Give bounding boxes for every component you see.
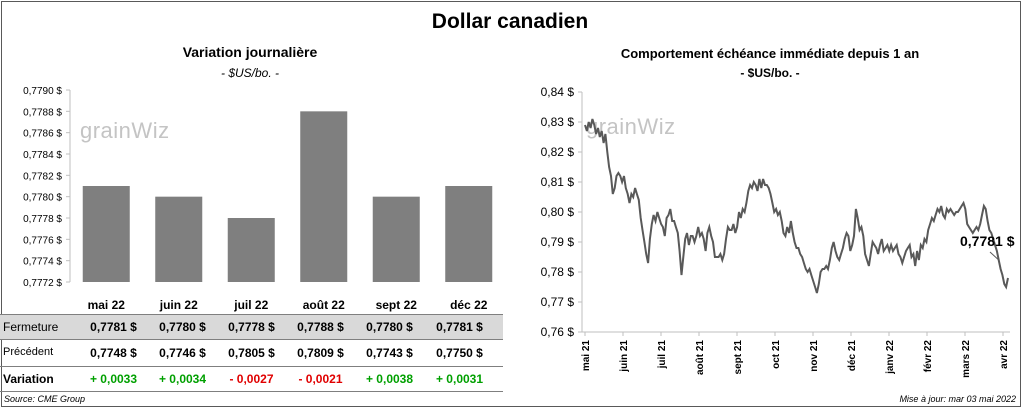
- cell-fermeture-3: 0,7788 $: [297, 320, 344, 334]
- right-x-tick-label: oct 21: [771, 340, 782, 369]
- cell-fermeture-2: 0,7778 $: [228, 320, 275, 334]
- cell-precedent-1: 0,7746 $: [159, 346, 206, 360]
- right-y-tick-label: 0,76 $: [541, 325, 575, 339]
- left-watermark-logo: grainWiz: [80, 118, 170, 143]
- right-y-tick-label: 0,84 $: [541, 85, 575, 99]
- footer-updated: Mise à jour: mar 03 mai 2022: [899, 394, 1016, 404]
- bar-category-label: juin 22: [159, 298, 198, 312]
- right-x-tick-label: déc 21: [847, 340, 858, 372]
- left-chart-title: Variation journalière: [182, 44, 318, 60]
- bar-category-label: mai 22: [88, 298, 126, 312]
- right-line-chart: 0,76 $ 0,77 $ 0,78 $ 0,79 $ 0,80 $ 0,81 $ 0,82…: [541, 85, 1010, 378]
- cell-precedent-3: 0,7809 $: [297, 346, 344, 360]
- right-y-tick-label: 0,82 $: [541, 145, 575, 159]
- right-y-tick-label: 0,80 $: [541, 205, 575, 219]
- right-y-tick-label: 0,78 $: [541, 265, 575, 279]
- left-y-tick-label: 0,7780 $: [23, 193, 62, 204]
- last-value-label: 0,7781 $: [960, 233, 1015, 249]
- bar-category-label: sept 22: [376, 298, 418, 312]
- page-title: Dollar canadien: [431, 10, 589, 33]
- cell-fermeture-4: 0,7780 $: [366, 320, 413, 334]
- left-y-tick-label: 0,7790 $: [23, 86, 62, 97]
- bar: [372, 196, 420, 282]
- bar: [82, 186, 130, 282]
- bar: [300, 111, 348, 282]
- right-chart-title: Comportement échéance immédiate depuis 1…: [620, 46, 920, 61]
- cell-variation-2: - 0,0027: [229, 372, 274, 386]
- right-x-tick-label: sept 21: [733, 340, 744, 375]
- right-x-tick-label: mai 21: [581, 340, 592, 372]
- cell-variation-1: + 0,0034: [158, 372, 207, 386]
- right-x-tick-label: févr 22: [923, 340, 934, 373]
- cell-fermeture-0: 0,7781 $: [90, 320, 137, 334]
- last-value-leader: [989, 251, 1000, 261]
- price-line: [584, 118, 1009, 294]
- left-y-tick-label: 0,7774 $: [23, 257, 62, 268]
- row-variation: Variation + 0,0033 + 0,0034 - 0,0027 - 0…: [0, 366, 503, 392]
- right-x-tick-label: août 21: [695, 340, 706, 375]
- left-y-tick-label: 0,7782 $: [23, 171, 62, 182]
- bar: [445, 186, 493, 282]
- row-label-precedent: Précédent: [3, 346, 54, 358]
- left-bar-chart: 0,7772 $ 0,7774 $ 0,7776 $ 0,7778 $ 0,7780 $…: [23, 86, 493, 312]
- left-y-tick-label: 0,7772 $: [23, 278, 62, 289]
- cell-precedent-4: 0,7743 $: [366, 346, 413, 360]
- footer-source: Source: CME Group: [4, 394, 86, 404]
- bar: [227, 218, 275, 282]
- bar-category-label: déc 22: [450, 298, 488, 312]
- cell-fermeture-5: 0,7781 $: [436, 320, 483, 334]
- right-y-tick-label: 0,79 $: [541, 235, 575, 249]
- right-y-tick-label: 0,83 $: [541, 115, 575, 129]
- right-x-tick-label: avr 22: [999, 340, 1010, 369]
- right-x-tick-label: mars 22: [961, 340, 972, 378]
- row-fermeture: Fermeture 0,7781 $ 0,7780 $ 0,7778 $ 0,7…: [0, 314, 503, 340]
- right-y-tick-label: 0,77 $: [541, 295, 575, 309]
- left-y-tick-label: 0,7784 $: [23, 150, 62, 161]
- left-chart-subtitle: - $US/bo. -: [220, 66, 280, 80]
- row-label-variation: Variation: [3, 372, 54, 386]
- cell-variation-0: + 0,0033: [89, 372, 138, 386]
- right-y-tick-label: 0,81 $: [541, 175, 575, 189]
- cell-precedent-0: 0,7748 $: [90, 346, 137, 360]
- cell-fermeture-1: 0,7780 $: [159, 320, 206, 334]
- left-y-tick-label: 0,7788 $: [23, 107, 62, 118]
- cell-precedent-2: 0,7805 $: [228, 346, 275, 360]
- right-x-tick-label: janv 22: [885, 340, 896, 375]
- row-label-fermeture: Fermeture: [3, 320, 59, 334]
- right-watermark-logo: grainWiz: [586, 114, 676, 139]
- bar: [155, 196, 203, 282]
- right-x-tick-label: nov 21: [809, 340, 820, 372]
- right-x-tick-label: juil 21: [657, 340, 668, 370]
- cell-variation-4: + 0,0038: [365, 372, 414, 386]
- right-x-tick-label: juin 21: [619, 340, 630, 373]
- right-chart-subtitle: - $US/bo. -: [740, 66, 800, 80]
- left-y-tick-label: 0,7786 $: [23, 129, 62, 140]
- cell-variation-3: - 0,0021: [298, 372, 343, 386]
- bar-category-label: août 22: [303, 298, 345, 312]
- row-precedent: Précédent 0,7748 $ 0,7746 $ 0,7805 $ 0,7…: [0, 341, 503, 365]
- left-y-tick-label: 0,7778 $: [23, 214, 62, 225]
- left-y-tick-label: 0,7776 $: [23, 235, 62, 246]
- bar-category-label: juil 22: [233, 298, 268, 312]
- cell-variation-5: + 0,0031: [435, 372, 484, 386]
- cell-precedent-5: 0,7750 $: [436, 346, 483, 360]
